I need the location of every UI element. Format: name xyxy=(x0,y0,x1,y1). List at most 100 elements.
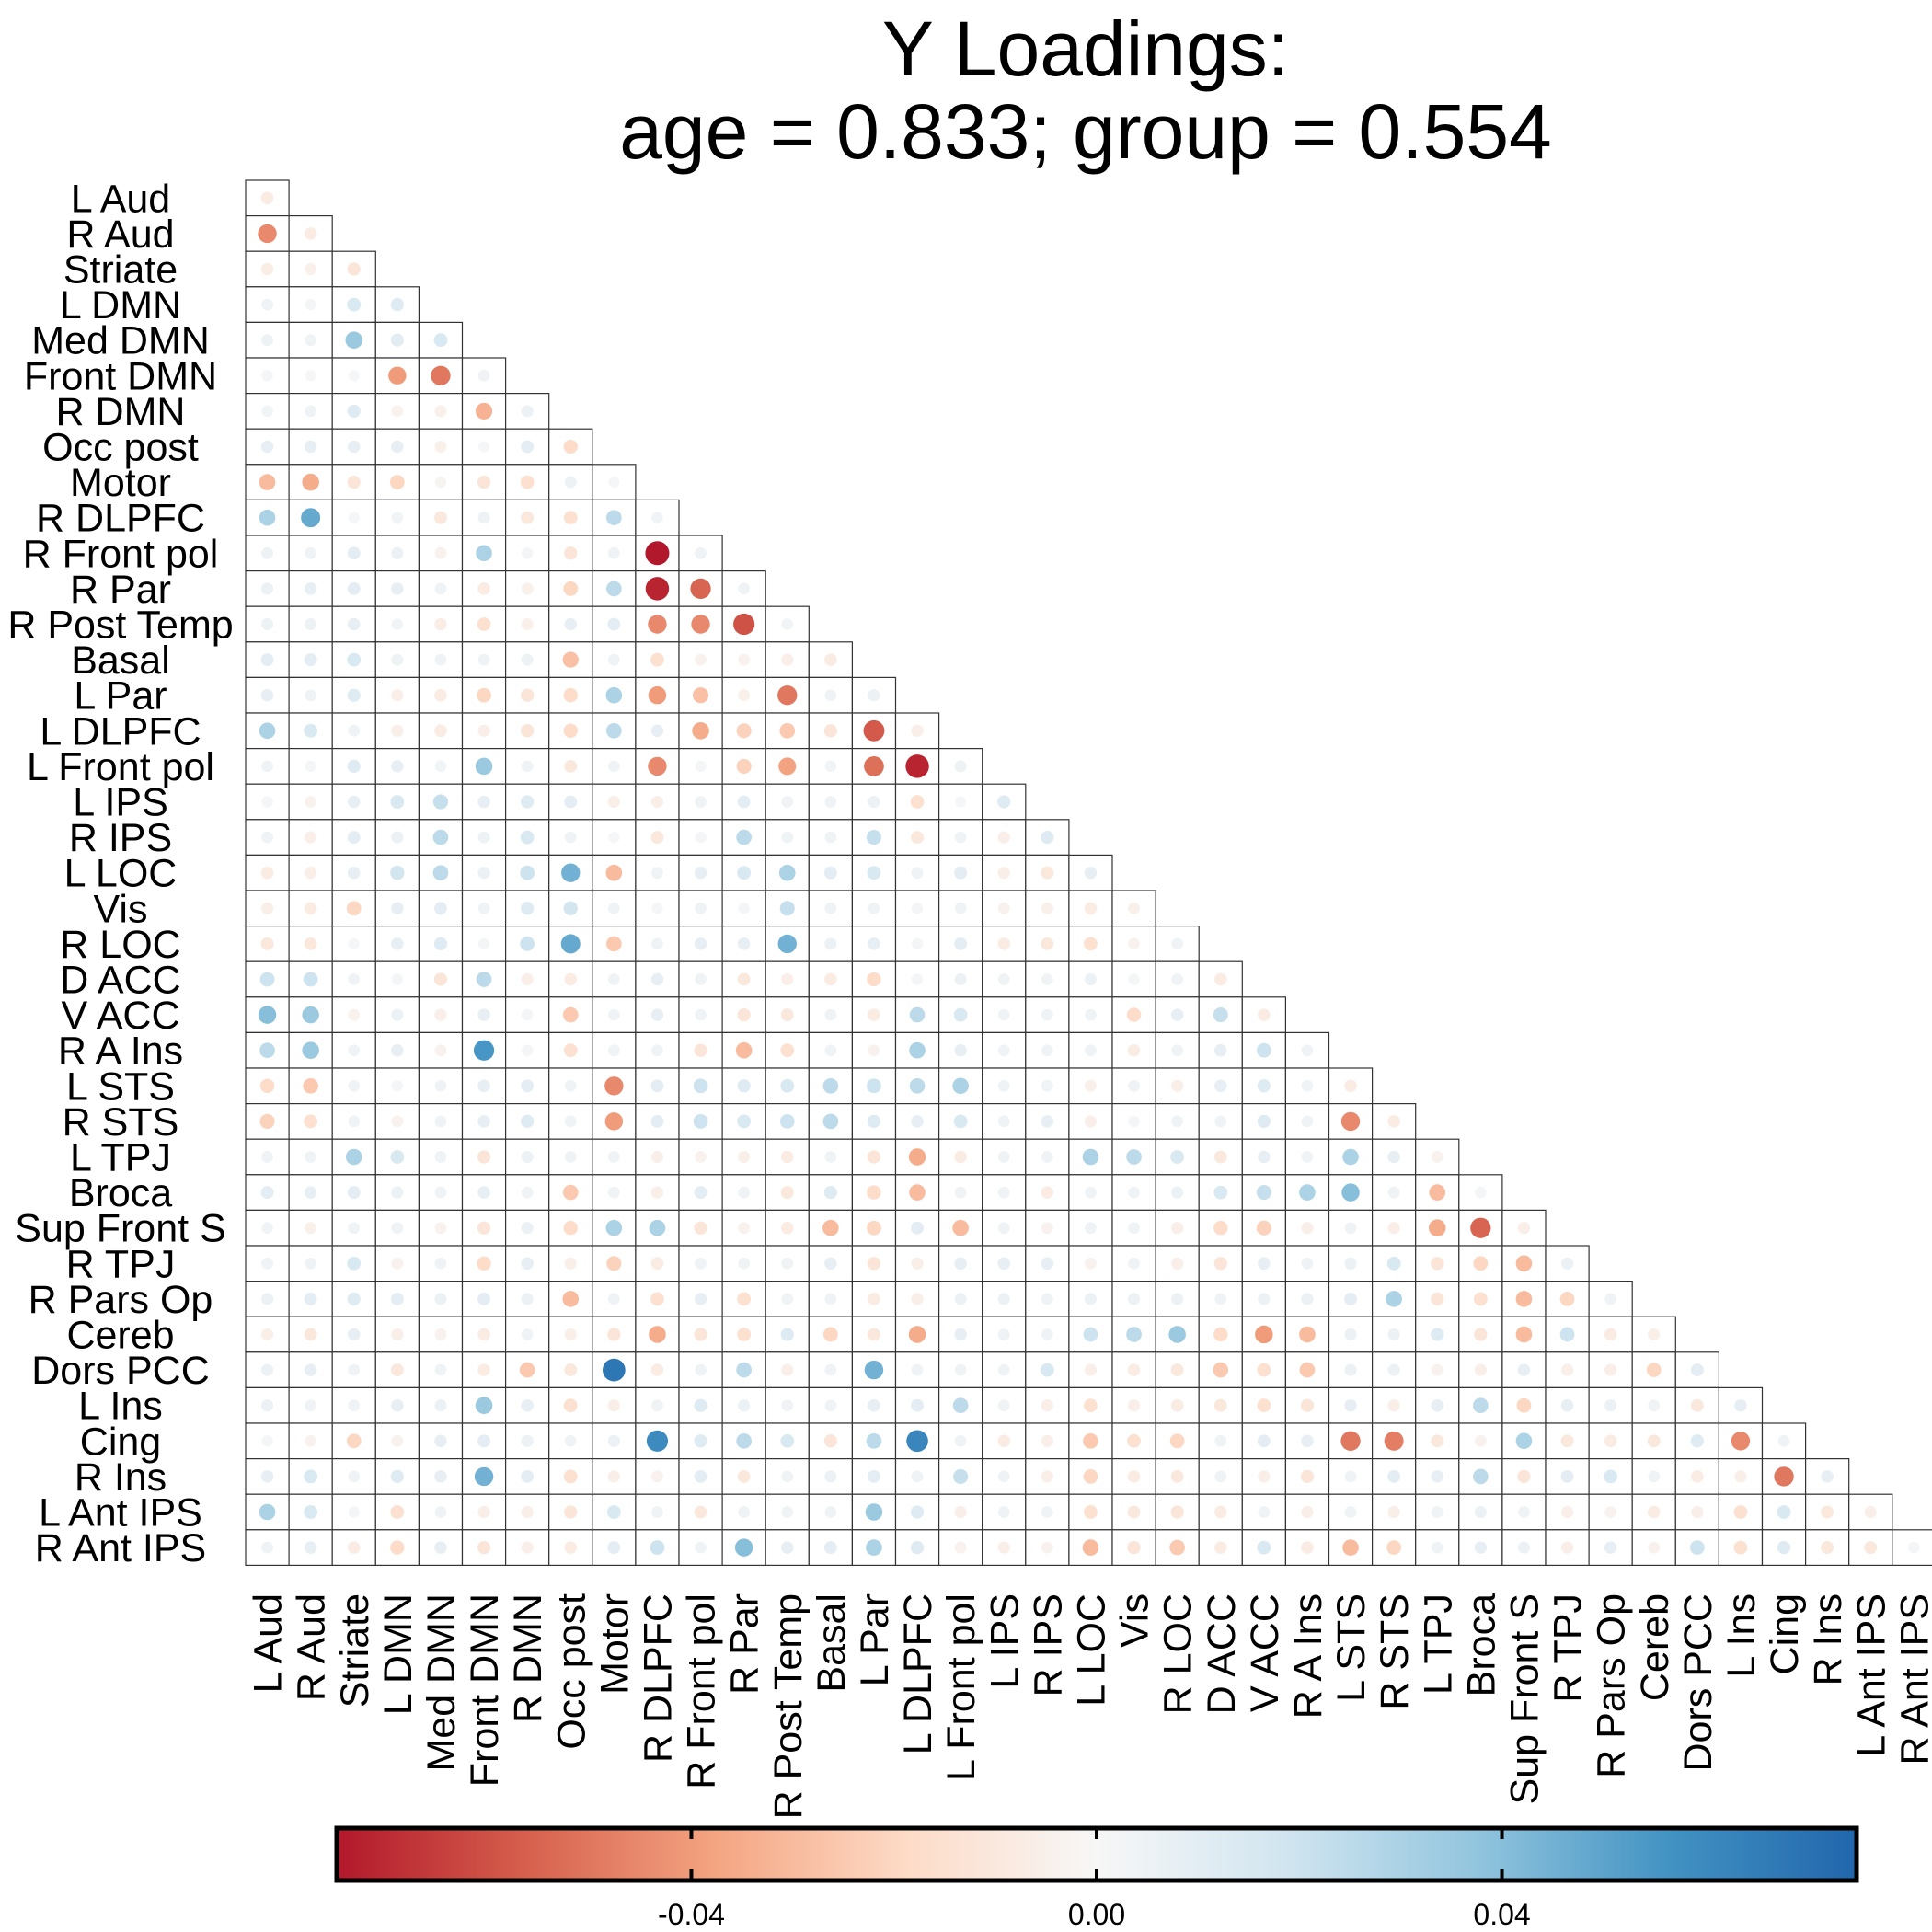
correlation-dot xyxy=(866,830,881,845)
matrix-cell xyxy=(1241,1138,1287,1176)
matrix-cell xyxy=(1545,1245,1590,1282)
correlation-dot xyxy=(1126,1327,1142,1342)
correlation-dot xyxy=(1041,830,1054,845)
matrix-cell xyxy=(245,215,290,252)
correlation-dot xyxy=(305,263,317,275)
matrix-cell xyxy=(894,1457,940,1495)
matrix-cell xyxy=(1155,1102,1200,1140)
cell-border xyxy=(1328,1138,1374,1176)
correlation-dot xyxy=(1386,1256,1401,1271)
column-label: Motor xyxy=(592,1593,637,1695)
correlation-dot xyxy=(868,1398,880,1412)
correlation-dot xyxy=(434,902,447,915)
matrix-cell xyxy=(1371,1529,1417,1567)
correlation-dot xyxy=(780,1078,795,1093)
correlation-dot xyxy=(1777,1434,1790,1447)
correlation-dot xyxy=(695,902,707,914)
matrix-cell xyxy=(635,1280,680,1317)
matrix-cell xyxy=(765,1280,810,1317)
correlation-dot xyxy=(346,901,362,916)
correlation-dot xyxy=(260,688,274,702)
matrix-cell xyxy=(548,1031,593,1069)
matrix-cell xyxy=(1198,960,1243,998)
correlation-dot xyxy=(260,653,274,667)
correlation-dot xyxy=(997,1186,1010,1199)
correlation-dot xyxy=(867,1150,881,1164)
correlation-dot xyxy=(1127,1043,1141,1057)
matrix-cell xyxy=(592,1422,637,1460)
correlation-dot xyxy=(348,370,360,382)
correlation-dot xyxy=(477,582,490,595)
correlation-dot xyxy=(779,1114,795,1129)
matrix-cell xyxy=(288,676,333,714)
matrix-cell xyxy=(461,1067,507,1105)
column-label: Vis xyxy=(1113,1593,1157,1648)
correlation-dot xyxy=(521,511,535,524)
correlation-dot xyxy=(822,1077,839,1094)
correlation-dot xyxy=(952,1077,969,1095)
matrix-cell xyxy=(461,819,507,856)
matrix-cell xyxy=(288,641,333,678)
matrix-cell xyxy=(982,1067,1027,1105)
matrix-cell xyxy=(1328,1245,1374,1282)
matrix-cell xyxy=(418,854,464,891)
matrix-cell xyxy=(1155,1280,1200,1317)
correlation-dot xyxy=(1171,1257,1184,1270)
matrix-cell xyxy=(288,1209,333,1247)
matrix-cell xyxy=(1328,1138,1374,1176)
correlation-dot xyxy=(1213,1257,1227,1271)
matrix-cell xyxy=(245,819,290,856)
matrix-cell xyxy=(288,1138,333,1176)
matrix-cell xyxy=(678,1067,723,1105)
matrix-cell xyxy=(894,1138,940,1176)
correlation-dot xyxy=(304,440,317,454)
correlation-dot xyxy=(348,937,360,949)
correlation-dot xyxy=(1127,1363,1141,1376)
matrix-cell xyxy=(1111,1316,1156,1353)
correlation-dot xyxy=(867,1114,881,1129)
correlation-dot xyxy=(1560,1541,1574,1554)
correlation-dot xyxy=(521,760,534,773)
correlation-dot xyxy=(305,334,317,347)
matrix-cell xyxy=(765,1457,810,1495)
correlation-dot xyxy=(737,1328,752,1341)
matrix-cell xyxy=(504,1174,550,1212)
correlation-dot xyxy=(608,832,620,844)
column-label: Cing xyxy=(1763,1593,1807,1674)
correlation-dot xyxy=(520,830,535,845)
correlation-dot xyxy=(391,902,404,915)
correlation-dot xyxy=(304,582,317,595)
matrix-cell xyxy=(1328,1102,1374,1140)
correlation-dot xyxy=(477,1221,491,1235)
matrix-cell xyxy=(765,1493,810,1531)
correlation-dot xyxy=(909,1184,926,1201)
matrix-cell xyxy=(245,1245,290,1282)
correlation-dot xyxy=(1431,1257,1444,1271)
matrix-cell xyxy=(721,1102,766,1140)
row-label: L LOC xyxy=(64,852,178,896)
matrix-cell xyxy=(331,605,376,643)
column-label: Sup Front S xyxy=(1502,1593,1547,1804)
matrix-cell xyxy=(937,960,983,998)
correlation-dot xyxy=(304,902,317,915)
matrix-cell xyxy=(1198,1174,1243,1212)
correlation-dot xyxy=(1518,1506,1530,1518)
matrix-cell xyxy=(592,996,637,1034)
cell-border xyxy=(678,1493,723,1531)
correlation-dot xyxy=(954,831,967,844)
matrix-cell xyxy=(937,854,983,891)
matrix-cell xyxy=(678,1209,723,1247)
matrix-cell xyxy=(635,1457,680,1495)
correlation-dot xyxy=(607,1470,620,1483)
correlation-dot xyxy=(778,864,796,881)
correlation-dot xyxy=(954,1043,967,1057)
matrix-cell xyxy=(504,1209,550,1247)
correlation-dot xyxy=(347,546,361,560)
matrix-cell xyxy=(678,1493,723,1531)
matrix-cell xyxy=(245,605,290,643)
column-label: R DLPFC xyxy=(636,1593,680,1763)
matrix-cell xyxy=(504,393,550,430)
matrix-cell xyxy=(808,1457,853,1495)
correlation-dot xyxy=(651,903,663,914)
matrix-cell xyxy=(592,1138,637,1176)
